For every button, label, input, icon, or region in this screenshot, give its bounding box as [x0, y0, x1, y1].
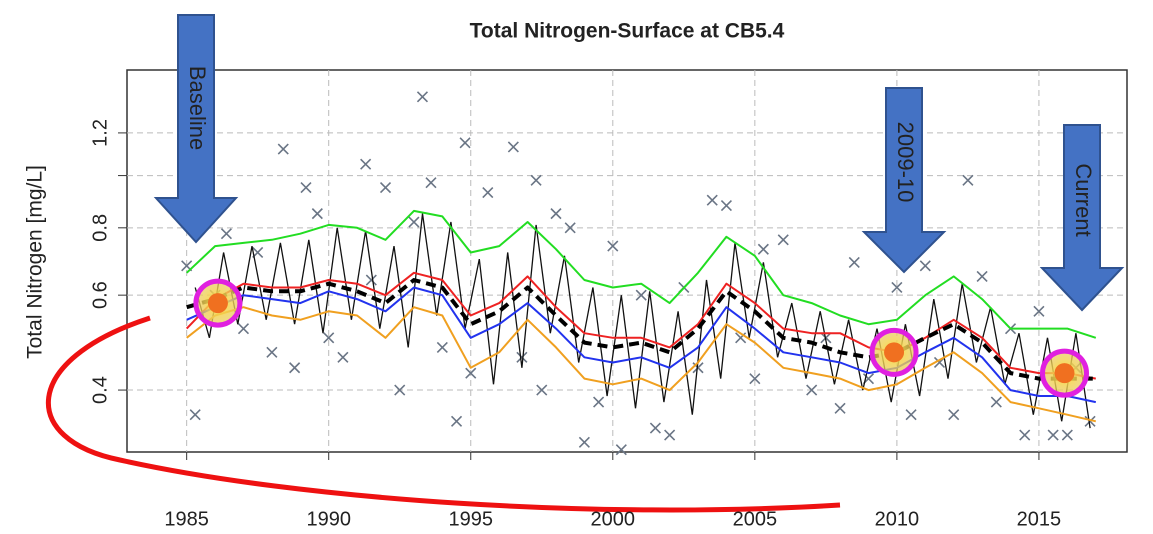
observation	[706, 194, 718, 206]
arrow-annotation: 2009-10	[861, 87, 947, 274]
highlight-dot	[884, 342, 905, 363]
plot-frame	[126, 69, 1128, 453]
callout-curve	[46, 315, 841, 513]
observation	[311, 208, 323, 220]
observation	[189, 409, 201, 421]
observation	[905, 409, 917, 421]
observation	[1019, 429, 1031, 441]
observation	[365, 274, 377, 286]
observation	[266, 346, 278, 358]
x-tick-label: 2010	[875, 508, 920, 530]
plot-area	[127, 70, 1127, 456]
observation	[749, 373, 761, 385]
observation	[1033, 305, 1045, 317]
observation	[1061, 429, 1073, 441]
observation	[806, 384, 818, 396]
observation	[919, 260, 931, 272]
observation	[1047, 429, 1059, 441]
seasonal-line	[194, 213, 1091, 429]
arrow-annotation: Baseline	[153, 14, 239, 244]
observation	[450, 415, 463, 427]
x-tick-label: 2000	[591, 508, 636, 530]
observation	[990, 396, 1002, 408]
observation	[564, 222, 576, 234]
y-tick-label: 0.4	[89, 376, 111, 404]
observation	[482, 187, 494, 199]
observation	[757, 243, 769, 255]
series-line	[186, 306, 1097, 423]
observation	[507, 141, 519, 153]
y-tick-label: 0.8	[89, 214, 111, 242]
chart-title: Total Nitrogen-Surface at CB5.4	[470, 20, 785, 43]
observation	[891, 281, 903, 294]
observation	[323, 332, 335, 344]
x-tick-label: 1985	[164, 508, 209, 530]
observation	[379, 182, 392, 194]
observation	[425, 177, 437, 189]
observation	[465, 367, 477, 379]
series-line	[186, 278, 1096, 381]
observation	[550, 208, 562, 220]
observation	[664, 429, 676, 441]
y-tick-label: 0.6	[89, 281, 111, 309]
x-tick-label: 2015	[1017, 508, 1062, 530]
observation	[536, 384, 548, 396]
observation	[289, 362, 301, 374]
observation	[635, 289, 647, 301]
arrow	[1039, 124, 1125, 312]
highlight-dot	[1054, 363, 1075, 384]
observation	[962, 174, 974, 186]
observation	[360, 158, 372, 170]
observation	[720, 199, 732, 212]
series-line	[185, 271, 1096, 380]
observation	[237, 323, 250, 335]
annotation-label: Current	[1071, 163, 1096, 236]
observation	[220, 228, 232, 240]
series-line	[186, 286, 1097, 404]
observation	[649, 422, 661, 434]
annotation-label: 2009-10	[893, 122, 918, 203]
observation	[976, 270, 988, 282]
x-tick-label: 1990	[306, 508, 351, 530]
observation	[607, 240, 619, 252]
arrow	[861, 87, 947, 274]
x-tick-label: 2005	[733, 508, 778, 530]
observation	[848, 256, 860, 269]
observation	[416, 91, 429, 103]
observation	[578, 436, 590, 448]
y-axis-label: Total Nitrogen [mg/L]	[24, 165, 47, 359]
observation	[530, 174, 542, 186]
x-tick-label: 1995	[449, 508, 494, 530]
observation	[834, 402, 846, 414]
arrow	[153, 14, 239, 244]
observation	[777, 234, 789, 246]
observation	[615, 444, 627, 456]
observation	[337, 351, 349, 363]
observation	[300, 182, 312, 194]
observation	[277, 143, 289, 155]
observation	[516, 351, 528, 363]
observation	[1084, 415, 1096, 427]
observation	[948, 409, 960, 421]
highlight-dot	[207, 293, 228, 314]
observation	[459, 137, 471, 149]
annotation-label: Baseline	[185, 66, 210, 150]
observation	[436, 341, 448, 353]
observation	[408, 216, 420, 228]
arrow-annotation: Current	[1039, 124, 1125, 312]
y-tick-label: 1.2	[89, 119, 111, 147]
observation	[593, 396, 605, 408]
observation	[394, 384, 406, 396]
series-line	[186, 209, 1097, 339]
